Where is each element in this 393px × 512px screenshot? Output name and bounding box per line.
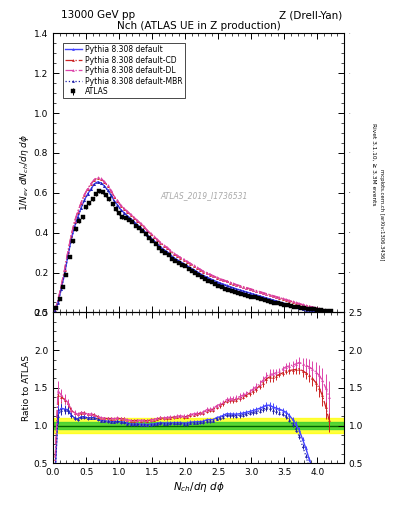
Pythia 8.308 default-CD [95, 175, 100, 181]
Y-axis label: Ratio to ATLAS: Ratio to ATLAS [22, 355, 31, 421]
Pythia 8.308 default [56, 300, 61, 306]
Pythia 8.308 default [277, 299, 282, 305]
Y-axis label: $1/N_{ev}\ dN_{ch}/d\eta\ d\phi$: $1/N_{ev}\ dN_{ch}/d\eta\ d\phi$ [18, 134, 31, 211]
Pythia 8.308 default-MBR [95, 179, 100, 185]
Pythia 8.308 default-MBR [191, 267, 196, 273]
Pythia 8.308 default-CD [69, 232, 73, 239]
Pythia 8.308 default-MBR [52, 308, 57, 314]
Pythia 8.308 default-DL [264, 290, 268, 296]
Title: Nch (ATLAS UE in Z production): Nch (ATLAS UE in Z production) [117, 21, 280, 31]
Line: Pythia 8.308 default-CD: Pythia 8.308 default-CD [53, 177, 331, 312]
Pythia 8.308 default-CD [191, 263, 196, 269]
Pythia 8.308 default-CD [277, 295, 282, 301]
Pythia 8.308 default-MBR [277, 299, 282, 305]
Pythia 8.308 default [95, 179, 100, 185]
Text: Rivet 3.1.10, ≥ 3.3M events: Rivet 3.1.10, ≥ 3.3M events [371, 122, 376, 205]
Pythia 8.308 default-DL [52, 308, 57, 314]
Pythia 8.308 default-CD [52, 308, 57, 314]
Pythia 8.308 default-MBR [264, 295, 268, 302]
Pythia 8.308 default-DL [178, 254, 183, 260]
X-axis label: $N_{ch}/d\eta\ d\phi$: $N_{ch}/d\eta\ d\phi$ [173, 480, 224, 494]
Pythia 8.308 default-MBR [56, 300, 61, 306]
Pythia 8.308 default-DL [277, 294, 282, 301]
Text: 13000 GeV pp: 13000 GeV pp [61, 10, 135, 20]
Pythia 8.308 default [264, 295, 268, 301]
Pythia 8.308 default [191, 267, 196, 273]
Bar [53, 422, 344, 430]
Pythia 8.308 default-DL [191, 262, 196, 268]
Pythia 8.308 default-DL [69, 232, 73, 239]
Bar [53, 418, 344, 433]
Pythia 8.308 default [178, 259, 183, 265]
Pythia 8.308 default-DL [56, 297, 61, 303]
Text: ATLAS_2019_I1736531: ATLAS_2019_I1736531 [161, 190, 248, 200]
Line: Pythia 8.308 default: Pythia 8.308 default [53, 180, 331, 314]
Line: Pythia 8.308 default-MBR: Pythia 8.308 default-MBR [53, 181, 331, 314]
Pythia 8.308 default [327, 309, 331, 315]
Pythia 8.308 default-CD [264, 291, 268, 297]
Text: mcplots.cern.ch [arXiv:1306.3436]: mcplots.cern.ch [arXiv:1306.3436] [379, 169, 384, 261]
Pythia 8.308 default-CD [178, 254, 183, 261]
Pythia 8.308 default-MBR [178, 259, 183, 265]
Text: Z (Drell-Yan): Z (Drell-Yan) [279, 10, 342, 20]
Pythia 8.308 default-DL [327, 308, 331, 314]
Pythia 8.308 default-CD [327, 308, 331, 314]
Pythia 8.308 default [69, 237, 73, 243]
Pythia 8.308 default-MBR [327, 309, 331, 315]
Pythia 8.308 default-MBR [69, 237, 73, 243]
Pythia 8.308 default-CD [56, 297, 61, 304]
Line: Pythia 8.308 default-DL: Pythia 8.308 default-DL [53, 176, 331, 312]
Legend: Pythia 8.308 default, Pythia 8.308 default-CD, Pythia 8.308 default-DL, Pythia 8: Pythia 8.308 default, Pythia 8.308 defau… [63, 42, 185, 98]
Pythia 8.308 default-DL [95, 175, 100, 181]
Pythia 8.308 default [52, 308, 57, 314]
